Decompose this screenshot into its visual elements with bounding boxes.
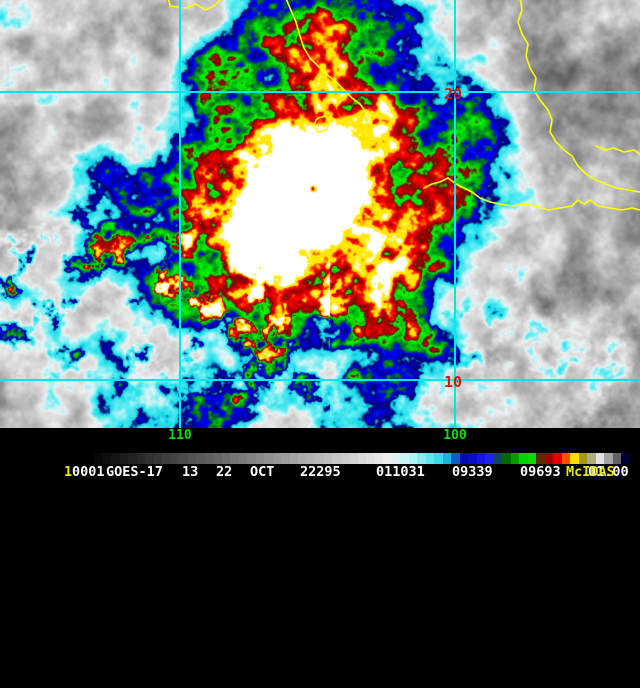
footer-bar: 110 100 1 0001 GOES-17 13 22 OCT 22295 0… (0, 428, 640, 480)
coastline-baja-california (167, 0, 373, 133)
value-a: 09339 (452, 464, 493, 480)
mcidas-brand: McIDAS (566, 464, 615, 480)
longitude-label-110: 110 (168, 428, 192, 443)
value-b: 09693 (520, 464, 561, 480)
julian-date: 22295 (300, 464, 341, 480)
resolution: 01.00 (588, 464, 629, 480)
coastline-mexico-mainland (517, 0, 640, 193)
enhancement-color-bar (86, 453, 630, 464)
day-of-month: 22 (216, 464, 233, 480)
latitude-label-10: 10 (444, 373, 462, 391)
status-text-line: 1 0001 GOES-17 13 22 OCT 22295 011031 09… (0, 464, 640, 480)
mcidas-satellite-display: 20 10 110 100 1 0001 GOES-17 13 22 OCT 2… (0, 0, 640, 480)
image-time: 011031 (376, 464, 425, 480)
satellite-name: GOES-17 (106, 464, 163, 480)
longitude-label-100: 100 (443, 428, 467, 443)
band-number: 13 (182, 464, 199, 480)
month-name: OCT (250, 464, 275, 480)
map-overlay: 20 10 (0, 0, 640, 428)
frame-id: 0001 (72, 464, 105, 480)
latitude-labels: 20 10 (444, 85, 462, 391)
leading-digit: 1 (64, 464, 73, 480)
latitude-label-20: 20 (444, 85, 462, 103)
latlon-grid (0, 0, 640, 428)
coastline-southern-mexico (423, 177, 640, 211)
satellite-image-area: 20 10 (0, 0, 640, 428)
infrared-cloud-imagery (0, 0, 640, 428)
